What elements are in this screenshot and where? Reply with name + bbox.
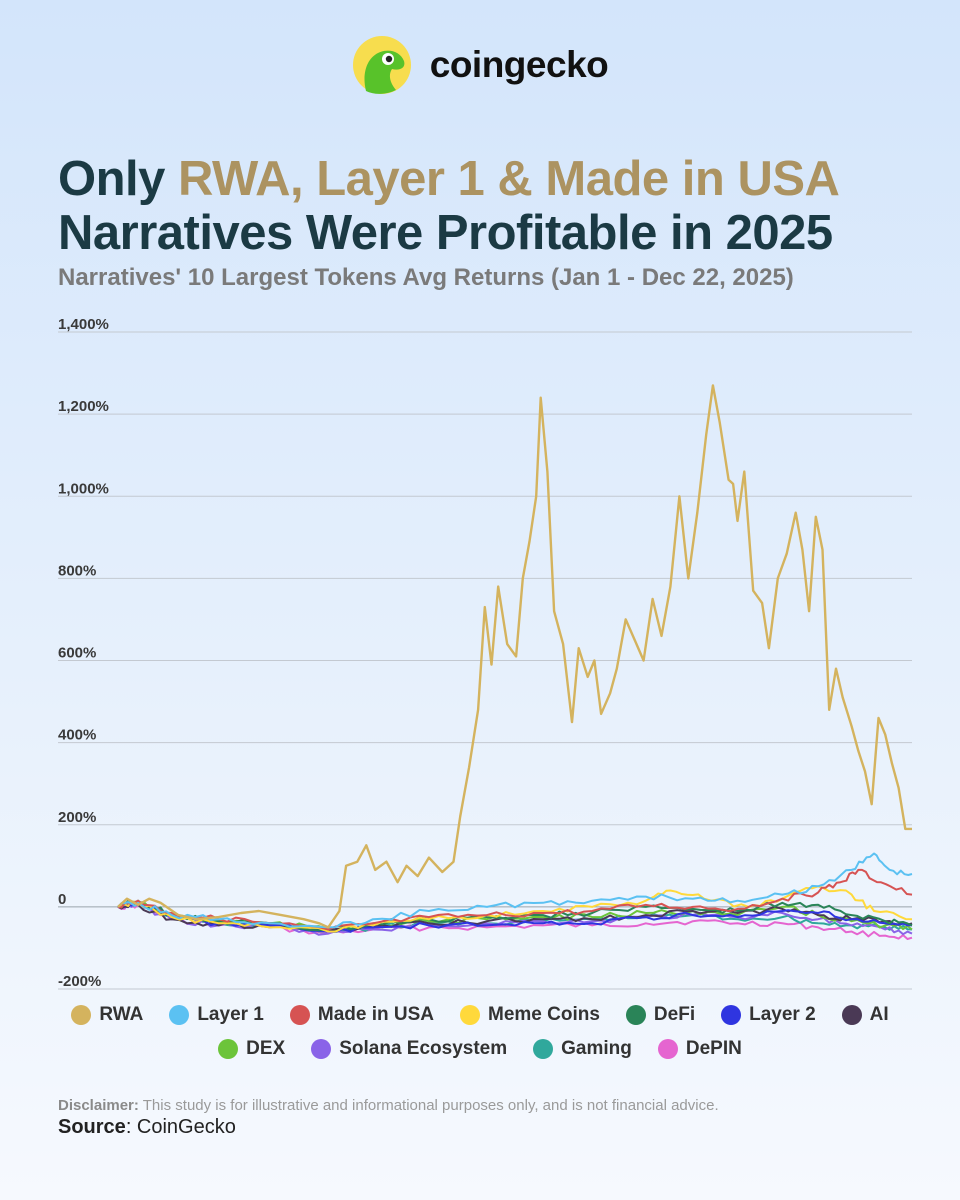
title-part2: Narratives Were Profitable in 2025 bbox=[58, 206, 833, 260]
legend-item: AI bbox=[841, 1004, 889, 1026]
source-label: Source bbox=[58, 1116, 126, 1138]
legend-item: Meme Coins bbox=[460, 1004, 600, 1026]
legend-label: Solana Ecosystem bbox=[339, 1038, 508, 1059]
y-tick-label: 0 bbox=[58, 891, 66, 908]
legend-label: Made in USA bbox=[317, 1004, 434, 1025]
line-chart: -200% 0 200% 400% 600% 800% 1,000% 1,200% 1,400% bbox=[58, 316, 913, 990]
legend-label: DePIN bbox=[685, 1038, 742, 1059]
legend-item: DePIN bbox=[657, 1038, 742, 1060]
legend-dot bbox=[841, 1005, 862, 1025]
legend-label: Layer 2 bbox=[749, 1004, 816, 1025]
title-highlight: RWA, Layer 1 & Made in USA bbox=[178, 152, 840, 206]
legend-dot bbox=[533, 1039, 554, 1059]
legend-label: Gaming bbox=[561, 1038, 632, 1059]
legend-item: Layer 1 bbox=[169, 1004, 264, 1026]
series-line-made-in-usa bbox=[117, 868, 913, 931]
legend-row: DEX Solana Ecosystem Gaming DePIN bbox=[0, 1038, 960, 1060]
legend-label: RWA bbox=[99, 1004, 144, 1025]
legend-label: Meme Coins bbox=[488, 1004, 600, 1025]
legend-dot bbox=[657, 1039, 678, 1059]
legend-item: DeFi bbox=[625, 1004, 696, 1026]
legend-dot bbox=[169, 1005, 190, 1025]
legend-item: Gaming bbox=[533, 1038, 632, 1060]
legend-label: DEX bbox=[246, 1038, 286, 1059]
brand-header: coingecko bbox=[0, 34, 960, 96]
legend-dot bbox=[311, 1039, 332, 1059]
disclaimer-text: This study is for illustrative and infor… bbox=[138, 1097, 719, 1114]
y-tick-label: 1,200% bbox=[58, 398, 109, 415]
disclaimer: Disclaimer: This study is for illustrati… bbox=[58, 1097, 719, 1114]
series-line-rwa bbox=[117, 384, 912, 929]
legend-label: Layer 1 bbox=[197, 1004, 264, 1025]
legend-label: AI bbox=[869, 1004, 889, 1025]
series-line-meme-coins bbox=[117, 885, 913, 933]
title-part1: Only bbox=[58, 152, 179, 206]
series-lines bbox=[117, 384, 913, 940]
legend-item: Solana Ecosystem bbox=[311, 1038, 507, 1060]
gecko-logo-icon bbox=[352, 36, 411, 94]
y-tick-label: 400% bbox=[58, 727, 96, 744]
y-tick-label: -200% bbox=[58, 973, 101, 990]
source: Source: CoinGecko bbox=[58, 1116, 236, 1139]
legend-dot bbox=[625, 1005, 646, 1025]
series-line-defi bbox=[117, 899, 913, 932]
legend-item: DEX bbox=[218, 1038, 285, 1060]
y-tick-label: 200% bbox=[58, 809, 96, 826]
y-axis-labels: -200% 0 200% 400% 600% 800% 1,000% 1,200% 1,400% bbox=[58, 316, 109, 990]
legend-label: DeFi bbox=[653, 1004, 696, 1025]
legend-dot bbox=[71, 1005, 92, 1025]
source-text: : CoinGecko bbox=[125, 1116, 236, 1138]
legend-dot bbox=[460, 1005, 480, 1025]
disclaimer-label: Disclaimer: bbox=[58, 1097, 139, 1114]
series-line-layer-1 bbox=[117, 852, 913, 929]
legend-item: Made in USA bbox=[289, 1004, 434, 1026]
legend-dot bbox=[218, 1039, 239, 1059]
legend-item: RWA bbox=[71, 1004, 143, 1026]
grid-lines bbox=[58, 331, 912, 990]
legend-dot bbox=[721, 1005, 742, 1025]
legend: RWA Layer 1 Made in USA Meme Coins DeFi Layer… bbox=[0, 1004, 960, 1072]
series-line-ai bbox=[117, 901, 913, 933]
chart-title: Only RWA, Layer 1 & Made in USA Narrative… bbox=[58, 152, 938, 260]
y-tick-label: 600% bbox=[58, 645, 96, 662]
y-tick-label: 1,000% bbox=[58, 480, 109, 497]
legend-item: Layer 2 bbox=[721, 1004, 816, 1026]
chart-subtitle: Narratives' 10 Largest Tokens Avg Return… bbox=[58, 264, 794, 291]
legend-row: RWA Layer 1 Made in USA Meme Coins DeFi Layer… bbox=[0, 1004, 960, 1026]
y-tick-label: 800% bbox=[58, 562, 96, 579]
brand-name: coingecko bbox=[429, 44, 609, 85]
legend-dot bbox=[289, 1005, 310, 1025]
y-tick-label: 1,400% bbox=[58, 316, 109, 333]
